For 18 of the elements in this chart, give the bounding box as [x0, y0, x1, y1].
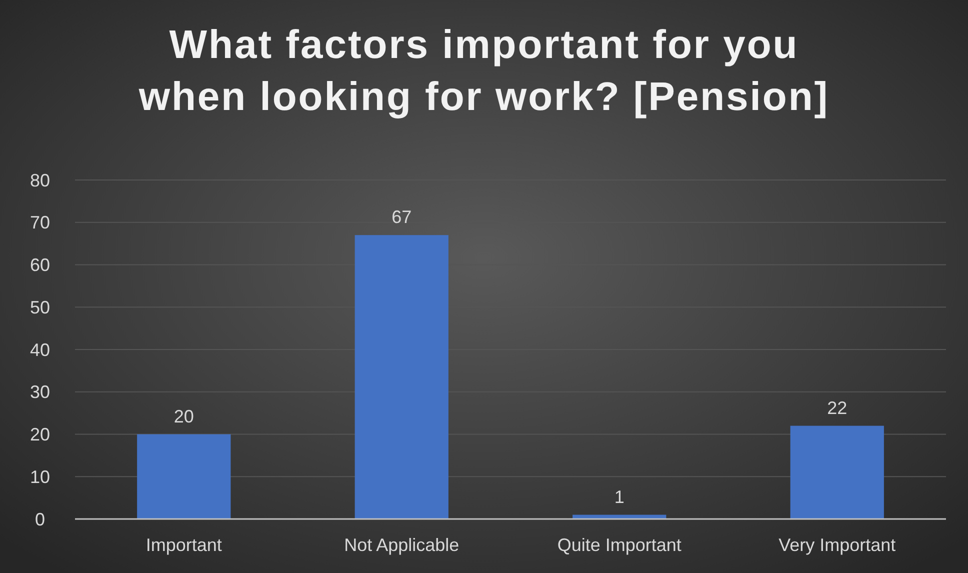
y-tick-label: 60: [30, 255, 50, 276]
data-label: 22: [827, 398, 848, 418]
y-tick-label: 50: [30, 297, 50, 318]
y-tick-label: 40: [30, 340, 50, 360]
y-tick-label: 0: [34, 509, 46, 530]
chart-title: What factors important for you when looking for work? [Pension]: [138, 23, 830, 119]
y-tick-label: 10: [30, 466, 50, 487]
y-tick-label: 20: [30, 424, 50, 445]
data-label: 67: [392, 207, 412, 228]
y-tick-label: 70: [30, 212, 50, 233]
y-tick-label: 30: [30, 382, 50, 402]
data-label: 20: [174, 406, 194, 426]
x-tick-label: Quite Important: [557, 535, 682, 555]
data-label: 1: [614, 486, 624, 507]
x-tick-label: Important: [146, 535, 222, 555]
y-tick-label: 80: [30, 170, 50, 190]
x-tick-label: Very Important: [778, 535, 896, 555]
x-tick-label: Not Applicable: [344, 535, 460, 555]
